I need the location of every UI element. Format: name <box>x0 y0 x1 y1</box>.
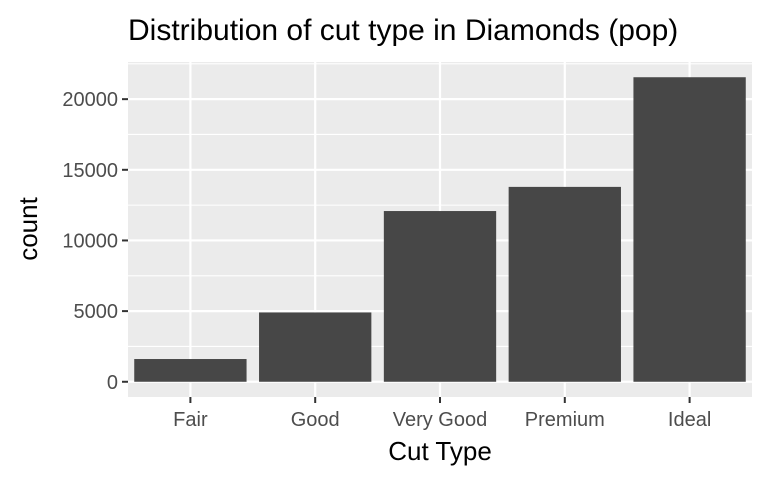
x-tick-label: Good <box>291 409 340 431</box>
y-tick-label: 20000 <box>62 89 118 111</box>
y-tick-label: 5000 <box>74 301 119 323</box>
x-axis-title: Cut Type <box>388 436 492 466</box>
x-tick-label: Premium <box>525 409 605 431</box>
bar-premium <box>508 186 621 382</box>
bar-fair <box>134 359 247 382</box>
x-axis: Fair Good Very Good Premium Ideal <box>173 397 711 431</box>
x-tick-label: Fair <box>173 409 208 431</box>
bars <box>134 77 746 382</box>
y-tick-label: 15000 <box>62 160 118 182</box>
y-tick-label: 0 <box>107 372 118 394</box>
x-tick-label: Very Good <box>393 409 488 431</box>
bar-very-good <box>383 211 497 382</box>
chart-title: Distribution of cut type in Diamonds (po… <box>128 14 678 47</box>
y-axis-title: count <box>13 196 43 260</box>
bar-ideal <box>633 77 746 382</box>
bar-good <box>259 312 372 382</box>
y-axis: 0 5000 10000 15000 20000 <box>62 89 128 394</box>
x-tick-label: Ideal <box>668 409 711 431</box>
y-tick-label: 10000 <box>62 230 118 252</box>
